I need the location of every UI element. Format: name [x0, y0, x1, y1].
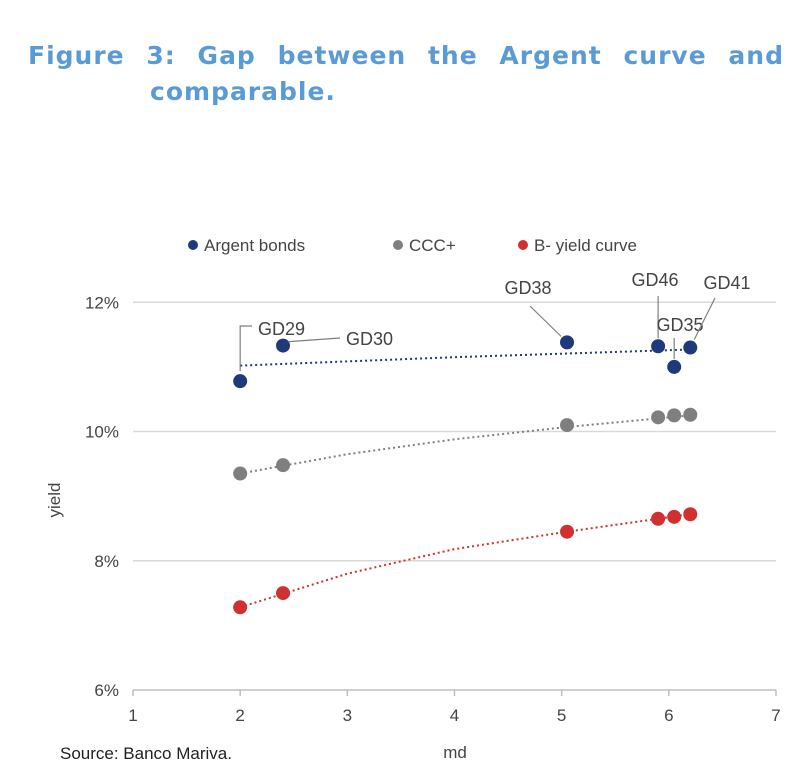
leader-line	[529, 305, 562, 337]
data-point-1	[651, 339, 666, 354]
legend-label: B- yield curve	[534, 236, 637, 255]
bond-label: GD41	[703, 273, 750, 293]
x-tick-label: 3	[343, 706, 352, 725]
x-axis-title: md	[443, 743, 467, 762]
legend-marker	[393, 240, 403, 250]
x-tick-label: 2	[235, 706, 244, 725]
x-tick-label: 7	[771, 706, 780, 725]
trendline-1	[240, 348, 691, 367]
y-tick-label: 12%	[85, 293, 119, 312]
legend-label: CCC+	[409, 236, 456, 255]
data-point-1	[276, 338, 291, 353]
data-point-2	[233, 466, 248, 481]
trendline-2	[240, 414, 691, 475]
data-point-3	[276, 586, 291, 601]
x-tick-label: 4	[450, 706, 459, 725]
data-point-2	[651, 410, 666, 425]
data-point-2	[683, 407, 698, 422]
bond-label: GD38	[504, 278, 551, 298]
source-note: Source: Banco Mariva.	[60, 744, 232, 763]
figure-title: Figure 3: Gap between the Argent curve a…	[28, 38, 784, 110]
y-tick-label: 10%	[85, 423, 119, 442]
bond-label: GD30	[346, 329, 393, 349]
data-point-3	[233, 600, 248, 615]
data-point-1	[683, 340, 698, 355]
x-tick-label: 5	[557, 706, 566, 725]
y-axis-title: yield	[45, 483, 64, 518]
title-line-2: comparable.	[150, 77, 336, 106]
x-tick-label: 1	[128, 706, 137, 725]
data-point-1	[560, 335, 575, 350]
data-point-2	[667, 408, 682, 423]
data-point-1	[667, 359, 682, 374]
data-point-3	[683, 507, 698, 522]
leader-line	[288, 337, 341, 343]
leader-line	[693, 297, 716, 340]
data-point-1	[233, 374, 248, 389]
data-point-3	[651, 511, 666, 526]
title-line-1: Figure 3: Gap between the Argent curve a…	[28, 41, 784, 70]
data-point-2	[276, 458, 291, 473]
leader-line	[239, 325, 252, 372]
bond-label: GD46	[631, 270, 678, 290]
y-tick-label: 6%	[94, 681, 119, 700]
x-tick-label: 6	[664, 706, 673, 725]
bond-label: GD29	[258, 319, 305, 339]
y-tick-label: 8%	[94, 552, 119, 571]
bond-label: GD35	[656, 315, 703, 335]
data-point-2	[560, 418, 575, 433]
legend-label: Argent bonds	[204, 236, 305, 255]
data-point-3	[560, 524, 575, 539]
legend-marker	[518, 240, 528, 250]
legend-marker	[188, 240, 198, 250]
data-point-3	[667, 509, 682, 524]
